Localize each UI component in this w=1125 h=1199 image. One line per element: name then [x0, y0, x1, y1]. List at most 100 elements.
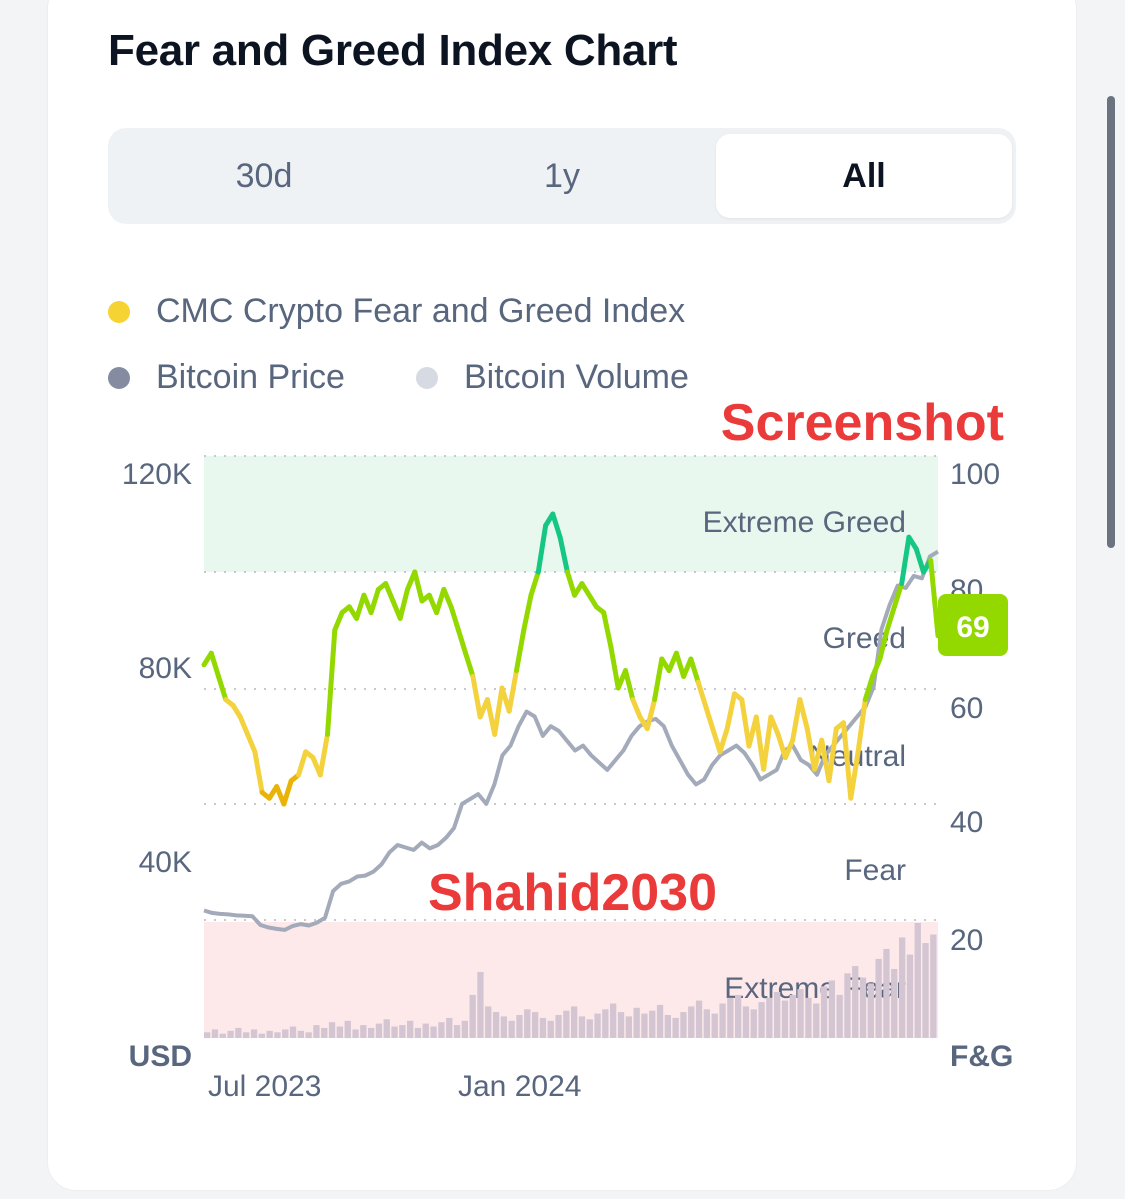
volume-bar: [735, 994, 742, 1038]
scrollbar[interactable]: [1107, 96, 1115, 548]
legend-label-fear-greed: CMC Crypto Fear and Greed Index: [156, 292, 686, 330]
fear-greed-segment: [623, 668, 636, 703]
fear-greed-segment: [804, 726, 817, 772]
fear-greed-segment: [775, 731, 788, 761]
fear-greed-segment: [899, 534, 912, 587]
fear-greed-segment: [506, 668, 519, 714]
volume-bar: [594, 1013, 601, 1038]
tab-1y[interactable]: 1y: [544, 156, 580, 195]
volume-bar: [703, 1009, 710, 1039]
fear-greed-segment: [550, 511, 563, 540]
volume-bar: [680, 1012, 687, 1038]
volume-bar: [461, 1020, 468, 1039]
volume-bar: [524, 1009, 531, 1039]
volume-bar: [828, 980, 835, 1038]
legend-item-bitcoin-price[interactable]: Bitcoin Price: [108, 358, 345, 397]
tab-all[interactable]: All: [716, 134, 1012, 218]
volume-bar: [313, 1025, 320, 1038]
volume-bar: [204, 1032, 211, 1039]
volume-bar: [516, 1015, 523, 1038]
volume-bar: [727, 997, 734, 1039]
volume-bar: [813, 1003, 820, 1038]
left-tick-120k: 120K: [122, 458, 192, 491]
volume-bar: [477, 971, 484, 1038]
volume-bar: [289, 1026, 297, 1038]
fear-greed-segment: [870, 656, 883, 679]
current-value-text: 69: [956, 611, 989, 644]
volume-bar: [672, 1017, 679, 1038]
volume-bar: [930, 934, 937, 1038]
left-axis-unit: USD: [129, 1040, 192, 1073]
volume-bar: [602, 1009, 609, 1039]
volume-bar: [625, 1016, 632, 1038]
volume-bar: [781, 1000, 789, 1038]
fear-greed-segment: [601, 610, 614, 650]
volume-bar: [500, 1016, 507, 1038]
fear-greed-segment: [245, 731, 258, 755]
legend-item-bitcoin-volume[interactable]: Bitcoin Volume: [416, 358, 689, 397]
zone-extreme-greed: [204, 456, 938, 572]
fear-greed-segment: [862, 673, 876, 703]
x-tick-jan-2024: Jan 2024: [458, 1070, 581, 1103]
volume-bar: [250, 1029, 258, 1038]
volume-bar: [610, 1003, 617, 1038]
fear-greed-segment: [877, 627, 890, 662]
fear-greed-segment: [252, 749, 265, 795]
fear-greed-segment: [463, 650, 476, 679]
fear-greed-segment: [855, 697, 868, 755]
volume-bar: [633, 1007, 640, 1038]
fear-greed-segment: [317, 731, 330, 778]
fear-greed-segment: [739, 697, 752, 749]
zone-label-greed: Greed: [823, 622, 906, 655]
fear-greed-segment: [237, 714, 251, 737]
fear-greed-segment: [492, 685, 505, 737]
right-tick-60: 60: [950, 692, 983, 725]
volume-bar: [383, 1019, 390, 1038]
volume-bar: [391, 1026, 398, 1038]
legend-item-fear-greed[interactable]: CMC Crypto Fear and Greed Index: [108, 292, 685, 331]
volume-bar: [360, 1025, 367, 1038]
volume-bar: [563, 1010, 570, 1038]
volume-bar: [539, 1017, 547, 1038]
fear-greed-segment: [448, 604, 461, 633]
volume-bar: [399, 1025, 406, 1038]
watermark-shahid2030: Shahid2030: [428, 864, 717, 922]
x-tick-jul-2023: Jul 2023: [208, 1070, 321, 1103]
fear-greed-segment: [281, 778, 294, 807]
volume-bar: [453, 1025, 461, 1038]
fear-greed-segment: [368, 586, 381, 616]
volume-bar: [578, 1016, 586, 1038]
fear-greed-segment: [434, 586, 447, 616]
volume-bar: [555, 1015, 562, 1038]
right-tick-100: 100: [950, 458, 1000, 491]
volume-bar: [883, 948, 890, 1038]
volume-bar: [422, 1023, 429, 1038]
volume-bar: [274, 1032, 281, 1039]
volume-bar: [243, 1032, 250, 1039]
volume-bar: [742, 1006, 750, 1038]
volume-bars: [204, 923, 937, 1039]
volume-bar: [282, 1029, 289, 1038]
fear-greed-segment: [535, 523, 549, 575]
volume-bar: [492, 1012, 500, 1038]
fear-greed-segment: [891, 581, 905, 610]
volume-bar: [649, 1010, 656, 1038]
zone-label-extreme-greed: Extreme Greed: [703, 506, 906, 539]
volume-bar: [430, 1026, 437, 1038]
fear-greed-segment: [412, 569, 425, 604]
fear-greed-segment: [564, 569, 578, 598]
fear-greed-segment: [397, 586, 410, 621]
fear-greed-segment: [826, 726, 839, 784]
volume-bar: [641, 1013, 648, 1038]
fear-greed-segment: [296, 749, 309, 778]
fear-greed-segment: [790, 697, 803, 743]
fear-greed-segment: [455, 627, 469, 656]
fear-greed-segment: [325, 627, 338, 737]
volume-bar: [805, 997, 812, 1039]
tab-30d[interactable]: 30d: [235, 156, 293, 195]
fear-greed-segment: [354, 592, 367, 621]
fear-greed-segment: [724, 691, 737, 732]
right-axis-unit: F&G: [950, 1040, 1013, 1073]
volume-bar: [719, 1003, 726, 1038]
